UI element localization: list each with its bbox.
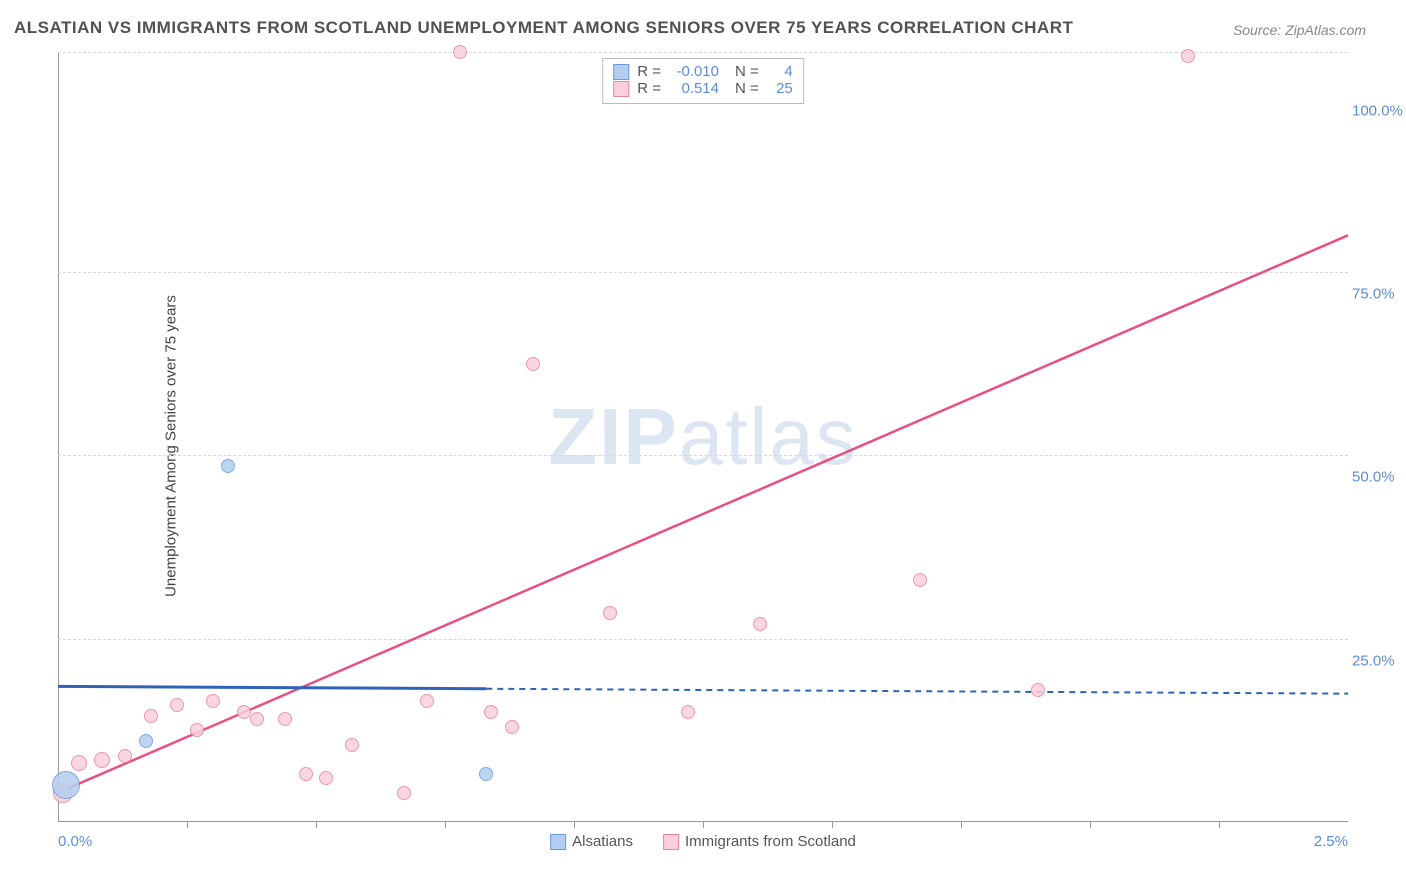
swatch-icon	[550, 834, 566, 850]
marker-blue	[479, 767, 493, 781]
marker-pink	[505, 720, 519, 734]
marker-pink	[1181, 49, 1195, 63]
x-tick-label: 0.0%	[58, 833, 92, 850]
marker-pink	[1031, 683, 1045, 697]
x-tick	[574, 822, 575, 828]
legend-item: Alsatians	[550, 833, 633, 850]
stats-label-n: N =	[735, 63, 759, 80]
marker-pink	[250, 712, 264, 726]
marker-pink	[206, 694, 220, 708]
legend-item: Immigrants from Scotland	[663, 833, 856, 850]
x-tick	[187, 822, 188, 828]
marker-pink	[526, 357, 540, 371]
swatch-icon	[613, 64, 629, 80]
stats-r-value: 0.514	[669, 80, 719, 97]
stats-label-n: N =	[735, 80, 759, 97]
stats-label-r: R =	[637, 80, 661, 97]
marker-blue	[52, 771, 80, 799]
marker-pink	[913, 573, 927, 587]
marker-pink	[345, 738, 359, 752]
swatch-icon	[663, 834, 679, 850]
stats-n-value: 25	[767, 80, 793, 97]
x-tick	[703, 822, 704, 828]
source-label: Source: ZipAtlas.com	[1233, 22, 1366, 38]
marker-pink	[681, 705, 695, 719]
marker-pink	[299, 767, 313, 781]
stats-row: R = -0.010 N = 4	[613, 63, 793, 80]
marker-pink	[94, 752, 110, 768]
marker-pink	[190, 723, 204, 737]
legend-label: Alsatians	[572, 833, 633, 850]
marker-pink	[319, 771, 333, 785]
x-tick	[832, 822, 833, 828]
stats-box: R = -0.010 N = 4 R = 0.514 N = 25	[602, 58, 804, 104]
marker-pink	[237, 705, 251, 719]
x-tick	[1090, 822, 1091, 828]
marker-pink	[71, 755, 87, 771]
stats-n-value: 4	[767, 63, 793, 80]
y-tick-label: 75.0%	[1352, 286, 1395, 303]
x-tick	[1219, 822, 1220, 828]
legend-label: Immigrants from Scotland	[685, 833, 856, 850]
marker-blue	[221, 459, 235, 473]
marker-pink	[144, 709, 158, 723]
legend: Alsatians Immigrants from Scotland	[550, 833, 856, 850]
x-tick	[316, 822, 317, 828]
swatch-icon	[613, 81, 629, 97]
marker-pink	[170, 698, 184, 712]
stats-label-r: R =	[637, 63, 661, 80]
y-tick-label: 100.0%	[1352, 102, 1403, 119]
marker-pink	[118, 749, 132, 763]
marker-pink	[603, 606, 617, 620]
chart-title: ALSATIAN VS IMMIGRANTS FROM SCOTLAND UNE…	[14, 18, 1073, 38]
marker-blue	[139, 734, 153, 748]
marker-pink	[278, 712, 292, 726]
marker-pink	[420, 694, 434, 708]
x-tick	[961, 822, 962, 828]
marker-pink	[753, 617, 767, 631]
x-tick	[445, 822, 446, 828]
y-tick-label: 50.0%	[1352, 469, 1395, 486]
stats-r-value: -0.010	[669, 63, 719, 80]
marker-pink	[397, 786, 411, 800]
marker-pink	[484, 705, 498, 719]
y-tick-label: 25.0%	[1352, 652, 1395, 669]
marker-pink	[453, 45, 467, 59]
trend-line	[58, 52, 1348, 822]
stats-row: R = 0.514 N = 25	[613, 80, 793, 97]
x-tick-label: 2.5%	[1314, 833, 1348, 850]
plot-area: ZIPatlas AlsatiansImmigrants from Scotla…	[58, 52, 1348, 822]
